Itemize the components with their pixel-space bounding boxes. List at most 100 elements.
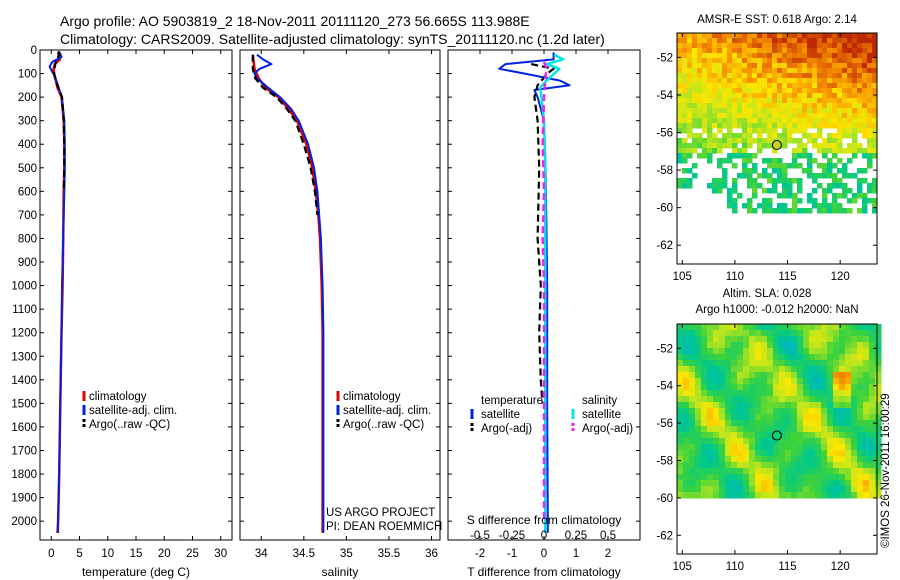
x-tick-label: 0 <box>48 548 54 560</box>
legend-label: Argo(..raw -QC) <box>89 419 170 431</box>
legend-label: satellite <box>481 409 520 421</box>
y-tick-label: -62 <box>656 530 673 542</box>
legend-label: climatology <box>89 391 147 403</box>
x-tick-label: 5 <box>76 548 82 560</box>
legend-label: satellite-adj. clim. <box>343 405 431 417</box>
plot-frame <box>39 49 233 541</box>
x-axis-label: temperature (deg C) <box>82 565 190 579</box>
series-line-salinity-satellite <box>538 53 565 533</box>
x-axis-label: salinity <box>322 565 359 579</box>
x-tick-label: -1 <box>507 548 517 560</box>
y-tick-label: 1400 <box>11 375 37 387</box>
y-tick-label: -54 <box>656 381 673 393</box>
y-tick-label: -56 <box>656 128 673 140</box>
y-tick-label: 800 <box>18 233 37 245</box>
map-field <box>677 324 882 499</box>
y-tick-label: 1000 <box>11 281 37 293</box>
legend-label: satellite <box>582 409 621 421</box>
y-tick-label: 1600 <box>11 422 37 434</box>
y-tick-label: -56 <box>656 418 673 430</box>
map-frame <box>676 323 878 555</box>
argo-position-marker <box>771 430 782 441</box>
map-field <box>677 33 878 214</box>
y-tick-label: -52 <box>656 343 673 355</box>
series-line-argo-raw-qc- <box>52 51 66 192</box>
y-tick-label: 1200 <box>11 328 37 340</box>
y-tick-label: 400 <box>18 139 37 151</box>
x-tick-label: 1 <box>573 548 579 560</box>
y-tick-label: 1100 <box>12 304 37 316</box>
y-tick-label: 1800 <box>11 469 37 481</box>
y-tick-label: 100 <box>18 69 37 81</box>
secondary-tick-label: 0.5 <box>600 530 616 542</box>
map-title: AMSR-E SST: 0.618 Argo: 2.14 <box>697 14 857 26</box>
y-tick-label: 2000 <box>11 516 37 528</box>
y-tick-label: -60 <box>656 493 673 505</box>
pi-annotation-2: PI: DEAN ROEMMICH <box>326 521 442 533</box>
legend-label: climatology <box>343 391 401 403</box>
y-tick-label: 1900 <box>11 493 37 505</box>
difference-panel: -2 -1 0 1 2 T difference from climatology temp… <box>447 49 641 579</box>
x-tick-label: 115 <box>778 271 796 283</box>
y-tick-label: 300 <box>18 116 37 128</box>
header-line-2: Climatology: CARS2009. Satellite-adjuste… <box>60 31 605 47</box>
header-line-1: Argo profile: AO 5903819_2 18-Nov-2011 2… <box>60 13 530 29</box>
y-tick-label: 700 <box>18 210 37 222</box>
secondary-tick-label: -0.5 <box>470 530 490 542</box>
y-tick-label: 200 <box>18 92 37 104</box>
x-tick-label: 34 <box>255 548 268 560</box>
y-tick-label: 500 <box>18 163 37 175</box>
y-tick-label: 1300 <box>11 351 37 363</box>
x-tick-label: 110 <box>726 561 744 573</box>
x-tick-label: 0 <box>541 548 547 560</box>
sst-map-panel: -52 -54 -56 -58 -60 -62 105 110 115 120 AMSR-E SST… <box>656 14 878 283</box>
legend-label: Argo(-adj) <box>481 423 532 435</box>
y-tick-label: -52 <box>656 52 673 64</box>
x-axis-label: T difference from climatology <box>467 565 621 579</box>
y-tick-label: -60 <box>656 203 673 215</box>
x-tick-label: 36 <box>425 548 438 560</box>
salinity-panel: 34 34.5 35 35.5 36 salinity climatology satelli… <box>239 49 442 579</box>
x-tick-label: 105 <box>673 561 692 573</box>
map-subtitle: Argo h1000: -0.012 h2000: NaN <box>695 304 858 316</box>
series-line-satellite-adj-clim- <box>253 53 325 533</box>
x-tick-label: 120 <box>831 561 850 573</box>
x-tick-label: 105 <box>673 271 692 283</box>
secondary-tick-label: 0.25 <box>565 530 587 542</box>
series-line-satellite-adj-clim- <box>48 52 66 533</box>
series-line-temperature-satellite <box>498 52 571 533</box>
y-tick-label: 0 <box>31 45 37 57</box>
series-line-temperature-argo-adj- <box>530 63 555 404</box>
pi-annotation-1: US ARGO PROJECT <box>326 507 435 519</box>
plot-frame <box>239 49 441 541</box>
y-tick-label: 1700 <box>11 445 37 457</box>
x-tick-label: 110 <box>726 271 744 283</box>
x-tick-label: 35.5 <box>378 548 400 560</box>
imos-timestamp: ©IMOS 26-Nov-2011 16:00:29 <box>880 393 892 548</box>
map-title: Altim. SLA: 0.028 <box>723 288 812 300</box>
y-tick-label: -58 <box>656 165 673 177</box>
x-tick-label: 115 <box>778 561 796 573</box>
x-tick-label: 2 <box>605 548 611 560</box>
y-tick-label: 1500 <box>11 398 37 410</box>
sla-map-panel: -52 -54 -56 -58 -60 -62 105 110 115 120 Altim. SLA… <box>656 288 882 573</box>
x-tick-label: 35 <box>340 548 353 560</box>
secondary-tick-label: 0 <box>541 530 547 542</box>
x-tick-label: 30 <box>214 548 227 560</box>
x-tick-label: -2 <box>475 548 485 560</box>
y-tick-label: -62 <box>656 240 673 252</box>
x-tick-label: 34.5 <box>293 548 315 560</box>
x-tick-label: 10 <box>101 548 114 560</box>
map-frame <box>676 32 878 265</box>
x-tick-label: 20 <box>158 548 171 560</box>
series-line-argo-raw-qc- <box>251 54 319 216</box>
argo-position-marker <box>771 140 782 151</box>
secondary-axis-label: S difference from climatology <box>467 513 622 527</box>
legend-heading: salinity <box>582 395 617 407</box>
series-line-climatology <box>251 54 324 533</box>
x-tick-label: 15 <box>130 548 143 560</box>
series-line-salinity-argo-adj- <box>541 61 548 522</box>
legend-label: Argo(-adj) <box>582 423 633 435</box>
y-tick-label: 600 <box>18 186 37 198</box>
